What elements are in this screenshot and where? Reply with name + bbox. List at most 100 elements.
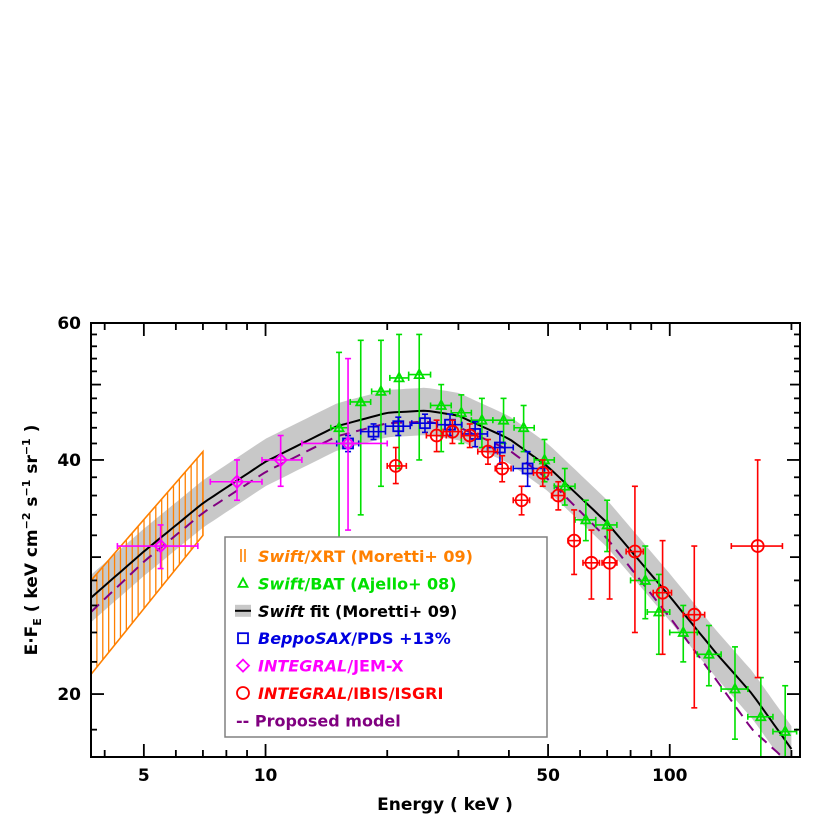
legend-label: INTEGRAL/JEM-X	[258, 657, 404, 676]
y-tick-label: 60	[57, 314, 81, 334]
bat-data-point	[594, 499, 618, 553]
legend-label-rest: fit (Moretti+ 09)	[304, 602, 457, 621]
legend: Swift/XRT (Moretti+ 09) Swift/BAT (Ajello…	[224, 536, 548, 738]
legend-label: Swift/BAT (Ajello+ 08)	[258, 574, 457, 593]
isgri-points	[386, 419, 784, 709]
isgri-data-point	[682, 545, 706, 709]
isgri-data-point	[386, 446, 408, 485]
jemx-data-point	[209, 459, 263, 502]
y-title-main: E·F	[22, 626, 42, 656]
jemx-points	[116, 357, 389, 570]
jemx-marker	[273, 452, 288, 468]
legend-item: BeppoSAX/PDS +13%	[237, 629, 451, 648]
y-title-sub: E	[31, 618, 44, 626]
pds-data-point	[359, 423, 387, 441]
y-title-exp3: −1	[20, 438, 33, 455]
isgri-data-point	[625, 485, 645, 634]
bat-data-point	[492, 397, 515, 445]
jemx-marker	[153, 538, 168, 554]
bat-data-point	[470, 397, 494, 449]
bat-marker	[779, 724, 792, 736]
isgri-marker	[602, 555, 617, 570]
legend-label: INTEGRAL/IBIS/ISGRI	[258, 684, 443, 703]
bat-marker	[393, 370, 406, 383]
bat-marker	[455, 405, 468, 418]
bat-marker	[354, 394, 367, 407]
y-axis-title: E·FE ( keV cm−2 s−1 sr−1 )	[20, 425, 44, 656]
x-tick-label: 5	[138, 766, 150, 786]
isgri-marker	[551, 488, 566, 503]
legend-symbol	[235, 658, 251, 673]
plot-frame	[90, 322, 801, 758]
legend-item: INTEGRAL/IBIS/ISGRI	[236, 684, 443, 703]
isgri-marker	[567, 533, 582, 548]
legend-symbol	[237, 632, 249, 645]
bat-marker	[517, 420, 530, 433]
x-tick-label: 50	[536, 766, 560, 786]
y-tick-label: 40	[57, 451, 81, 471]
bat-marker	[413, 367, 426, 379]
isgri-marker	[495, 461, 510, 476]
isgri-marker	[481, 444, 495, 459]
bat-marker	[728, 682, 741, 694]
legend-item: Swift/BAT (Ajello+ 08)	[237, 574, 457, 593]
bat-marker	[702, 647, 715, 659]
legend-label: Swift/XRT (Moretti+ 09)	[258, 547, 473, 566]
fit-band-area	[91, 387, 792, 757]
isgri-marker	[514, 493, 529, 508]
legend-label-italic: INTEGRAL	[258, 657, 347, 676]
isgri-marker	[628, 544, 642, 559]
isgri-data-point	[601, 529, 618, 600]
x-tick-label: 100	[652, 766, 688, 786]
pds-marker	[392, 420, 405, 433]
isgri-data-point	[442, 419, 463, 445]
isgri-data-point	[460, 423, 479, 449]
bat-marker	[652, 605, 665, 617]
isgri-data-point	[652, 539, 673, 656]
bat-marker	[333, 420, 346, 433]
isgri-marker	[429, 428, 444, 443]
bat-data-point	[370, 339, 391, 488]
legend-label-rest: /BAT (Ajello+ 08)	[304, 574, 456, 593]
bat-data-point	[407, 333, 432, 461]
bat-data-point	[349, 339, 372, 516]
isgri-marker	[750, 539, 765, 553]
bat-marker	[754, 709, 767, 722]
isgri-marker	[687, 607, 702, 622]
legend-label: -- Proposed model	[236, 711, 401, 730]
isgri-data-point	[532, 459, 553, 488]
isgri-data-point	[512, 485, 531, 516]
pds-marker	[521, 462, 534, 475]
bat-marker	[639, 573, 652, 585]
legend-label: Swift fit (Moretti+ 09)	[258, 602, 457, 621]
legend-label-rest: /IBIS/ISGRI	[347, 684, 443, 703]
isgri-marker	[535, 465, 550, 480]
isgri-data-point	[476, 438, 499, 465]
y-title-mid2: sr	[22, 455, 42, 480]
bat-data-point	[720, 646, 749, 740]
legend-label-italic: BeppoSAX	[258, 629, 352, 648]
bat-marker	[601, 518, 614, 530]
bat-data-point	[772, 684, 798, 757]
bat-marker	[558, 479, 571, 491]
legend-label-italic: Swift	[258, 602, 306, 621]
legend-label: BeppoSAX/PDS +13%	[258, 629, 451, 648]
isgri-marker	[445, 424, 460, 439]
y-tick-label: 20	[57, 685, 81, 705]
bat-marker	[374, 384, 387, 396]
y-title-unit: ( keV cm	[22, 529, 42, 612]
isgri-marker	[584, 555, 599, 570]
isgri-marker	[655, 585, 670, 600]
legend-label-rest: /JEM-X	[347, 657, 404, 676]
legend-item: -- Proposed model	[236, 711, 401, 730]
legend-label-italic: Swift	[258, 574, 306, 593]
isgri-data-point	[550, 480, 566, 511]
isgri-data-point	[494, 454, 512, 483]
x-axis-title: Energy ( keV )	[377, 795, 513, 815]
jemx-marker	[229, 474, 245, 490]
jemx-data-point	[261, 434, 303, 488]
isgri-marker	[388, 459, 403, 473]
legend-symbol	[236, 686, 250, 700]
xrt-band-outline	[91, 449, 204, 676]
